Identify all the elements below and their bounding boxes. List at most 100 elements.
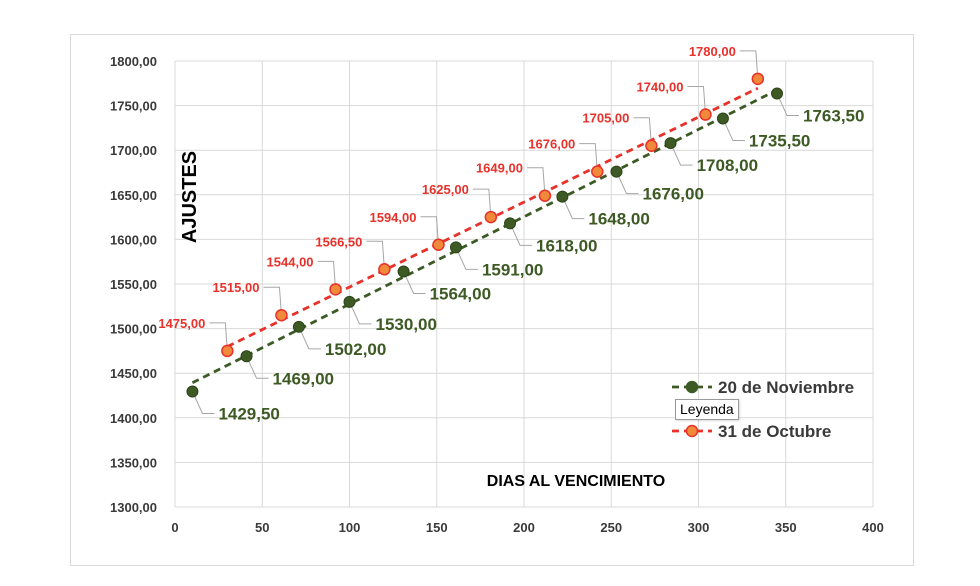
marker-noviembre[interactable] bbox=[292, 320, 305, 333]
marker-octubre[interactable] bbox=[221, 344, 234, 358]
legend[interactable]: 20 de Noviembre 31 de Octubre bbox=[672, 378, 854, 441]
legend-marker bbox=[685, 424, 699, 438]
leader-line bbox=[526, 167, 546, 196]
trendlines bbox=[191, 86, 778, 384]
leader-line bbox=[472, 188, 492, 218]
marker-noviembre[interactable] bbox=[397, 265, 410, 278]
x-tick-label: 400 bbox=[862, 520, 884, 535]
x-tick-label: 300 bbox=[688, 520, 710, 535]
marker-octubre[interactable] bbox=[645, 139, 658, 152]
leader-line bbox=[509, 223, 533, 246]
y-tick-label: 1700,00 bbox=[110, 143, 157, 158]
x-axis-title: DIAS AL VENCIMIENTO bbox=[487, 473, 665, 490]
data-label-octubre: 1566,50 bbox=[315, 234, 362, 249]
data-label-noviembre: 1676,00 bbox=[642, 185, 703, 204]
y-tick-label: 1550,00 bbox=[110, 277, 157, 292]
x-tick-label: 100 bbox=[339, 520, 361, 535]
data-label-octubre: 1594,00 bbox=[369, 210, 416, 225]
marker-noviembre[interactable] bbox=[343, 295, 356, 308]
trendline-octubre bbox=[226, 86, 759, 348]
leader-line bbox=[579, 143, 598, 172]
legend-marker bbox=[685, 380, 699, 394]
marker-octubre[interactable] bbox=[591, 165, 604, 178]
data-label-octubre: 1625,00 bbox=[422, 182, 469, 197]
y-axis-title: AJUSTES bbox=[179, 151, 201, 243]
y-tick-label: 1400,00 bbox=[110, 411, 157, 426]
axis-tick-labels: 0 50 100 150 200 250 300 350 400 1300,00 1350,00 14… bbox=[110, 54, 884, 535]
leader-line bbox=[317, 260, 337, 290]
marker-noviembre[interactable] bbox=[771, 87, 784, 100]
x-tick-label: 150 bbox=[426, 520, 448, 535]
data-label-octubre: 1740,00 bbox=[636, 80, 683, 95]
trendline-noviembre bbox=[191, 88, 778, 384]
marker-octubre[interactable] bbox=[751, 72, 765, 86]
x-tick-label: 0 bbox=[171, 520, 178, 535]
leader-line bbox=[349, 301, 372, 325]
leader-line bbox=[403, 271, 426, 295]
leader-line bbox=[366, 240, 385, 270]
leader-line bbox=[616, 171, 639, 195]
data-label-octubre: 1515,00 bbox=[212, 280, 259, 295]
data-label-noviembre: 1591,00 bbox=[482, 260, 543, 279]
marker-noviembre[interactable] bbox=[610, 165, 623, 178]
x-tick-label: 350 bbox=[775, 520, 797, 535]
marker-octubre[interactable] bbox=[378, 263, 391, 276]
data-label-noviembre: 1735,50 bbox=[749, 132, 810, 151]
leader-line bbox=[739, 50, 759, 79]
data-label-octubre: 1676,00 bbox=[528, 137, 575, 152]
marker-noviembre[interactable] bbox=[556, 190, 569, 203]
leader-line bbox=[633, 117, 652, 146]
marker-noviembre[interactable] bbox=[664, 137, 677, 150]
data-label-noviembre: 1763,50 bbox=[803, 107, 864, 126]
y-tick-label: 1600,00 bbox=[110, 232, 157, 247]
label-leader-lines bbox=[191, 50, 800, 414]
marker-octubre[interactable] bbox=[484, 210, 498, 224]
marker-octubre[interactable] bbox=[275, 308, 288, 322]
marker-noviembre[interactable] bbox=[716, 112, 729, 125]
data-label-noviembre: 1502,00 bbox=[325, 340, 386, 359]
chart-area[interactable] bbox=[70, 34, 914, 566]
data-label-octubre: 1475,00 bbox=[158, 316, 205, 331]
data-label-octubre: 1705,00 bbox=[582, 111, 629, 126]
leader-line bbox=[420, 216, 439, 245]
y-tick-label: 1800,00 bbox=[110, 54, 157, 69]
legend-entry-label[interactable]: 31 de Octubre bbox=[718, 422, 831, 441]
marker-noviembre[interactable] bbox=[449, 241, 462, 254]
leader-line bbox=[670, 142, 693, 166]
leader-line bbox=[687, 86, 706, 115]
data-markers[interactable] bbox=[186, 72, 784, 398]
y-tick-label: 1500,00 bbox=[110, 322, 157, 337]
x-tick-label: 50 bbox=[255, 520, 269, 535]
data-label-noviembre: 1429,50 bbox=[218, 404, 279, 423]
marker-octubre[interactable] bbox=[432, 238, 445, 252]
leader-line bbox=[263, 286, 282, 316]
data-label-noviembre: 1618,00 bbox=[536, 236, 597, 255]
marker-octubre[interactable] bbox=[699, 108, 712, 121]
leader-line bbox=[561, 196, 585, 220]
marker-octubre[interactable] bbox=[329, 283, 342, 296]
y-tick-label: 1450,00 bbox=[110, 366, 157, 381]
data-label-octubre: 1649,00 bbox=[476, 161, 523, 176]
gridlines bbox=[174, 60, 874, 508]
leader-line bbox=[209, 322, 228, 351]
data-label-noviembre: 1648,00 bbox=[588, 210, 649, 229]
legend-entry-label[interactable]: 20 de Noviembre bbox=[718, 378, 854, 397]
data-label-octubre: 1780,00 bbox=[689, 44, 736, 59]
y-tick-label: 1300,00 bbox=[110, 500, 157, 515]
leader-line bbox=[191, 391, 215, 414]
marker-noviembre[interactable] bbox=[504, 217, 517, 230]
data-label-noviembre: 1564,00 bbox=[430, 285, 491, 304]
marker-octubre[interactable] bbox=[538, 189, 552, 202]
x-tick-label: 250 bbox=[600, 520, 622, 535]
marker-noviembre[interactable] bbox=[186, 385, 199, 398]
leader-line bbox=[455, 247, 478, 270]
y-tick-label: 1750,00 bbox=[110, 99, 157, 114]
leader-line bbox=[298, 326, 321, 350]
x-tick-label: 200 bbox=[513, 520, 535, 535]
leader-line bbox=[776, 93, 800, 117]
data-label-noviembre: 1708,00 bbox=[697, 156, 758, 175]
marker-noviembre[interactable] bbox=[240, 350, 253, 363]
leader-line bbox=[246, 356, 269, 379]
leader-line bbox=[722, 118, 745, 142]
